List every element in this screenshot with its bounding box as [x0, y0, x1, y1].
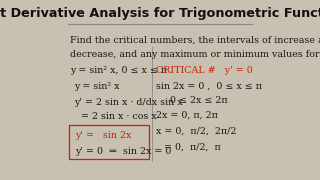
Text: y' = 2 sin x · d/dx sin x: y' = 2 sin x · d/dx sin x	[74, 98, 182, 107]
Text: = 2 sin x · cos x: = 2 sin x · cos x	[81, 112, 157, 121]
Text: y' =   sin 2x: y' = sin 2x	[76, 131, 132, 140]
Text: 2x = 0, π, 2π: 2x = 0, π, 2π	[156, 110, 218, 119]
Text: y = sin² x: y = sin² x	[74, 82, 119, 91]
Text: decrease, and any maximum or minimum values for: decrease, and any maximum or minimum val…	[70, 50, 319, 59]
Text: y' = 0  ⇒  sin 2x = 0: y' = 0 ⇒ sin 2x = 0	[76, 147, 172, 156]
Text: 0 ≤ 2x ≤ 2π: 0 ≤ 2x ≤ 2π	[170, 96, 227, 105]
Text: CRITICAL #   y' = 0: CRITICAL # y' = 0	[156, 66, 253, 75]
Text: y = sin² x, 0 ≤ x ≤ π: y = sin² x, 0 ≤ x ≤ π	[70, 66, 167, 75]
Text: x = 0,  π/2,  2π/2: x = 0, π/2, 2π/2	[156, 126, 236, 135]
Text: sin 2x = 0 ,  0 ≤ x ≤ π: sin 2x = 0 , 0 ≤ x ≤ π	[156, 82, 262, 91]
Text: First Derivative Analysis for Trigonometric Function: First Derivative Analysis for Trigonomet…	[0, 7, 320, 20]
Text: = 0,  π/2,  π: = 0, π/2, π	[164, 142, 220, 151]
Text: Find the critical numbers, the intervals of increase and: Find the critical numbers, the intervals…	[70, 36, 320, 45]
